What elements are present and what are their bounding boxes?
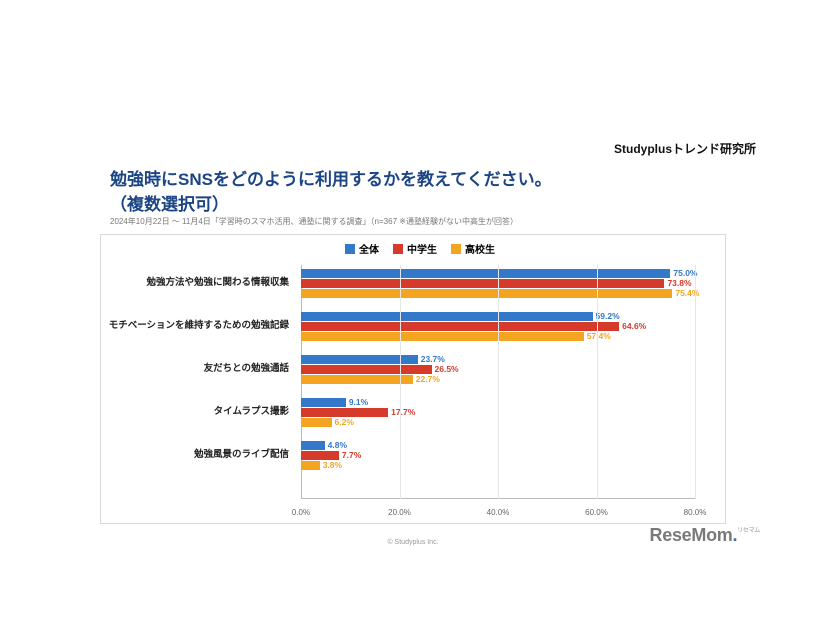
- bar: [301, 418, 332, 427]
- category-label: 勉強方法や勉強に関わる情報収集: [101, 278, 295, 288]
- category-label: 友だちとの勉強通話: [101, 364, 295, 374]
- legend-label: 全体: [359, 245, 379, 256]
- bar: [301, 441, 325, 450]
- chart-container: 全体中学生高校生 75.0%73.8%75.4%59.2%64.6%57.4%2…: [100, 234, 726, 524]
- bar-value-label: 22.7%: [416, 374, 440, 384]
- bar: [301, 365, 432, 374]
- legend-swatch: [393, 244, 403, 254]
- category-label: タイムラプス撮影: [101, 407, 295, 417]
- title-line-1: 勉強時にSNSをどのように利用するかを教えてください。: [110, 170, 552, 189]
- bar: [301, 461, 320, 470]
- brand-label: Studyplusトレンド研究所: [614, 140, 756, 157]
- bar-value-label: 3.8%: [323, 460, 342, 470]
- bar-value-label: 64.6%: [622, 321, 646, 331]
- bar: [301, 269, 670, 278]
- x-tick-label: 80.0%: [684, 508, 707, 517]
- bar-value-label: 6.2%: [335, 417, 354, 427]
- watermark-logo: ReseMom.リセマム: [650, 525, 760, 546]
- bar: [301, 375, 413, 384]
- bar-value-label: 17.7%: [391, 407, 415, 417]
- bar-value-label: 23.7%: [421, 354, 445, 364]
- category-label: 勉強風景のライブ配信: [101, 450, 295, 460]
- grid-line: [597, 265, 598, 499]
- bar: [301, 322, 619, 331]
- bar-value-label: 7.7%: [342, 450, 361, 460]
- bar: [301, 332, 584, 341]
- bar: [301, 312, 593, 321]
- grid-line: [400, 265, 401, 499]
- category-label: モチベーションを維持するための勉強記録: [101, 321, 295, 331]
- bar-value-label: 57.4%: [587, 331, 611, 341]
- survey-subnote: 2024年10月22日 〜 11月4日「学習時のスマホ活用、通塾に関する調査」（…: [110, 216, 518, 227]
- bar: [301, 451, 339, 460]
- legend-label: 中学生: [407, 245, 437, 256]
- bar-value-label: 9.1%: [349, 397, 368, 407]
- chart-title: 勉強時にSNSをどのように利用するかを教えてください。 （複数選択可）: [110, 168, 586, 217]
- watermark-ruby: リセマム: [737, 528, 760, 534]
- bar: [301, 289, 672, 298]
- bar: [301, 398, 346, 407]
- legend: 全体 中学生 高校生: [101, 241, 725, 256]
- legend-label: 高校生: [465, 245, 495, 256]
- x-tick-label: 60.0%: [585, 508, 608, 517]
- legend-swatch: [451, 244, 461, 254]
- bar-value-label: 73.8%: [667, 278, 691, 288]
- x-tick-label: 0.0%: [292, 508, 310, 517]
- grid-line: [695, 265, 696, 499]
- watermark-text: ReseMom: [650, 525, 733, 545]
- slide-frame: Studyplusトレンド研究所 勉強時にSNSをどのように利用するかを教えてく…: [0, 0, 826, 620]
- bar-value-label: 4.8%: [328, 440, 347, 450]
- x-tick-label: 20.0%: [388, 508, 411, 517]
- x-tick-label: 40.0%: [487, 508, 510, 517]
- title-line-2: （複数選択可）: [110, 195, 229, 214]
- legend-swatch: [345, 244, 355, 254]
- bar-value-label: 59.2%: [596, 311, 620, 321]
- bar: [301, 279, 664, 288]
- bar: [301, 408, 388, 417]
- grid-line: [498, 265, 499, 499]
- bar-value-label: 75.0%: [673, 268, 697, 278]
- bar-value-label: 26.5%: [435, 364, 459, 374]
